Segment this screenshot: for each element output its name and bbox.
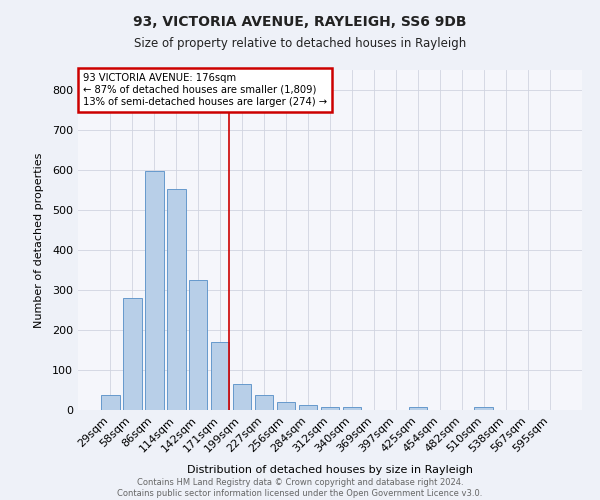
Text: Contains HM Land Registry data © Crown copyright and database right 2024.
Contai: Contains HM Land Registry data © Crown c… xyxy=(118,478,482,498)
Bar xyxy=(320,407,340,410)
Bar xyxy=(189,280,208,410)
Text: Size of property relative to detached houses in Rayleigh: Size of property relative to detached ho… xyxy=(134,38,466,51)
Bar xyxy=(475,407,493,410)
Bar xyxy=(277,402,295,410)
Y-axis label: Number of detached properties: Number of detached properties xyxy=(34,152,44,328)
Bar xyxy=(255,395,274,410)
Bar xyxy=(211,342,229,410)
Bar xyxy=(167,189,185,410)
Text: 93 VICTORIA AVENUE: 176sqm
← 87% of detached houses are smaller (1,809)
13% of s: 93 VICTORIA AVENUE: 176sqm ← 87% of deta… xyxy=(83,74,327,106)
Bar xyxy=(299,405,317,410)
Bar xyxy=(233,384,251,410)
X-axis label: Distribution of detached houses by size in Rayleigh: Distribution of detached houses by size … xyxy=(187,465,473,475)
Bar xyxy=(409,407,427,410)
Bar xyxy=(101,395,119,410)
Text: 93, VICTORIA AVENUE, RAYLEIGH, SS6 9DB: 93, VICTORIA AVENUE, RAYLEIGH, SS6 9DB xyxy=(133,15,467,29)
Bar xyxy=(145,171,164,410)
Bar xyxy=(343,407,361,410)
Bar xyxy=(123,298,142,410)
